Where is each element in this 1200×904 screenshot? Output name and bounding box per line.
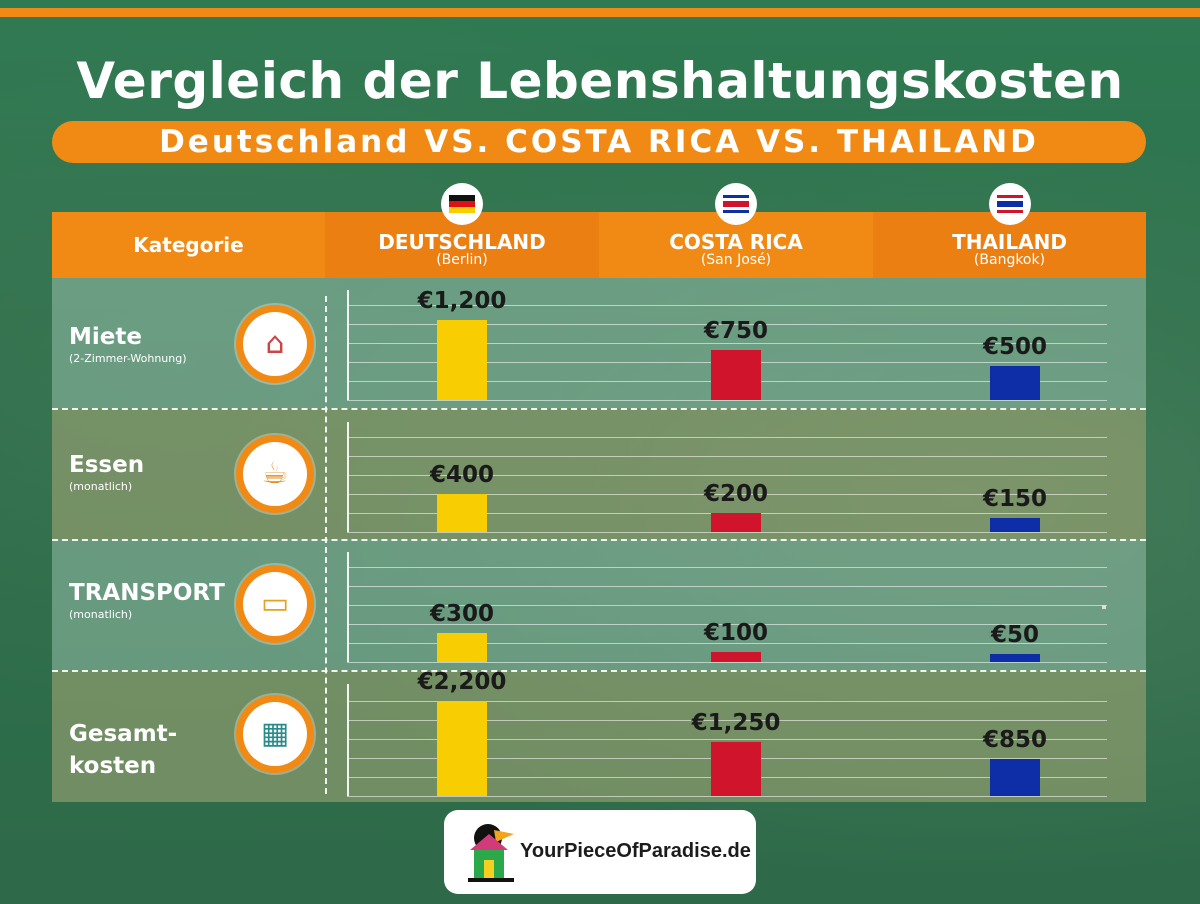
country-name: THAILAND: [952, 230, 1067, 254]
chart-essen: €400 €200 €150: [347, 422, 1107, 533]
data-label: €750: [703, 318, 768, 344]
germany-flag-icon: [444, 186, 480, 222]
header-category: Kategorie: [52, 212, 325, 278]
data-label: €50: [990, 622, 1039, 648]
comparison-table: Kategorie DEUTSCHLAND (Berlin) COSTA RIC…: [52, 186, 1146, 802]
bar-miete-0: [437, 320, 487, 400]
gridline: [347, 475, 1107, 476]
house-rent-icon: ⌂: [236, 305, 314, 383]
gridline: [347, 437, 1107, 438]
table-row-transport: [52, 539, 1146, 670]
y-axis: [347, 422, 349, 532]
data-label: €1,250: [691, 710, 781, 736]
bus-icon: ▭: [236, 565, 314, 643]
top-stripe: [0, 8, 1200, 17]
table-header: Kategorie DEUTSCHLAND (Berlin) COSTA RIC…: [52, 186, 1146, 278]
toucan-house-logo-icon: [468, 824, 514, 882]
bar-transport-0: [437, 633, 487, 662]
logo-text: YourPieceOfParadise.de: [520, 840, 751, 862]
data-label: €1,200: [417, 288, 507, 314]
gridline: [347, 494, 1107, 495]
bar-transport-2: [990, 654, 1040, 662]
country-city: (San José): [700, 252, 772, 268]
gridline: [347, 324, 1107, 325]
decor-dot: [1102, 605, 1106, 609]
category-title: Essen: [69, 452, 145, 478]
gridline: [347, 643, 1107, 644]
gridline: [347, 586, 1107, 587]
data-label: €400: [429, 462, 494, 488]
row-divider: [52, 408, 1146, 410]
gridline: [347, 739, 1107, 740]
y-axis: [347, 290, 349, 400]
gridline: [347, 796, 1107, 797]
data-label: €100: [703, 620, 768, 646]
category-label-transport: TRANSPORT (monatlich): [69, 580, 225, 621]
data-label: €150: [982, 486, 1047, 512]
chart-transport: €300 €100 €50: [347, 552, 1107, 663]
category-subtitle: (monatlich): [69, 480, 133, 493]
y-axis: [347, 552, 349, 662]
bills-calculator-icon: ▦: [236, 695, 314, 773]
row-divider: [52, 539, 1146, 541]
bar-essen-2: [990, 518, 1040, 532]
header-country-costa-rica: COSTA RICA (San José): [599, 212, 873, 278]
bar-transport-1: [711, 652, 761, 662]
thailand-flag-icon: [992, 186, 1028, 222]
country-name: DEUTSCHLAND: [378, 230, 546, 254]
data-label: €500: [982, 334, 1047, 360]
gridline: [347, 305, 1107, 306]
country-city: (Berlin): [436, 252, 488, 268]
bar-miete-1: [711, 350, 761, 400]
chart-gesamtkosten: €2,200 €1,250 €850: [347, 669, 1107, 797]
category-title: Gesamt- kosten: [69, 721, 178, 779]
bar-essen-1: [711, 513, 761, 532]
gridline: [347, 720, 1107, 721]
data-label: €300: [429, 601, 494, 627]
table-row-gesamtkosten: [52, 670, 1146, 802]
gridline: [347, 343, 1107, 344]
category-title: TRANSPORT: [69, 580, 225, 606]
gridline: [347, 701, 1107, 702]
bar-essen-0: [437, 494, 487, 532]
gridline: [347, 532, 1107, 533]
bar-gesamtkosten-1: [711, 742, 761, 796]
category-label-gesamtkosten: Gesamt- kosten: [69, 686, 177, 814]
header-country-deutschland: DEUTSCHLAND (Berlin): [325, 212, 599, 278]
country-city: (Bangkok): [973, 252, 1046, 268]
category-title: Miete: [69, 324, 142, 350]
chart-miete: €1,200 €750 €500: [347, 288, 1107, 401]
category-divider: [325, 296, 327, 794]
category-label-miete: Miete (2-Zimmer-Wohnung): [69, 324, 187, 365]
gridline: [347, 662, 1107, 663]
data-label: €2,200: [417, 669, 507, 695]
country-name: COSTA RICA: [669, 230, 803, 254]
category-label-essen: Essen (monatlich): [69, 452, 144, 493]
bar-gesamtkosten-0: [437, 701, 487, 796]
footer-logo[interactable]: YourPieceOfParadise.de: [444, 810, 756, 894]
category-subtitle: (monatlich): [69, 608, 133, 621]
data-label: €850: [982, 727, 1047, 753]
fast-food-icon: ☕: [236, 435, 314, 513]
subtitle-banner: Deutschland VS. COSTA RICA VS. THAILAND: [52, 121, 1146, 163]
table-row-essen: [52, 408, 1146, 539]
gridline: [347, 456, 1107, 457]
gridline: [347, 624, 1107, 625]
gridline: [347, 400, 1107, 401]
page-title: Vergleich der Lebenshaltungskosten: [76, 52, 1124, 110]
bar-gesamtkosten-2: [990, 759, 1040, 796]
gridline: [347, 605, 1107, 606]
costa-rica-flag-icon: [718, 186, 754, 222]
category-subtitle: (2-Zimmer-Wohnung): [69, 352, 187, 365]
data-label: €200: [703, 481, 768, 507]
bar-miete-2: [990, 366, 1040, 400]
y-axis: [347, 684, 349, 796]
header-country-thailand: THAILAND (Bangkok): [873, 212, 1146, 278]
row-divider: [52, 670, 1146, 672]
gridline: [347, 567, 1107, 568]
